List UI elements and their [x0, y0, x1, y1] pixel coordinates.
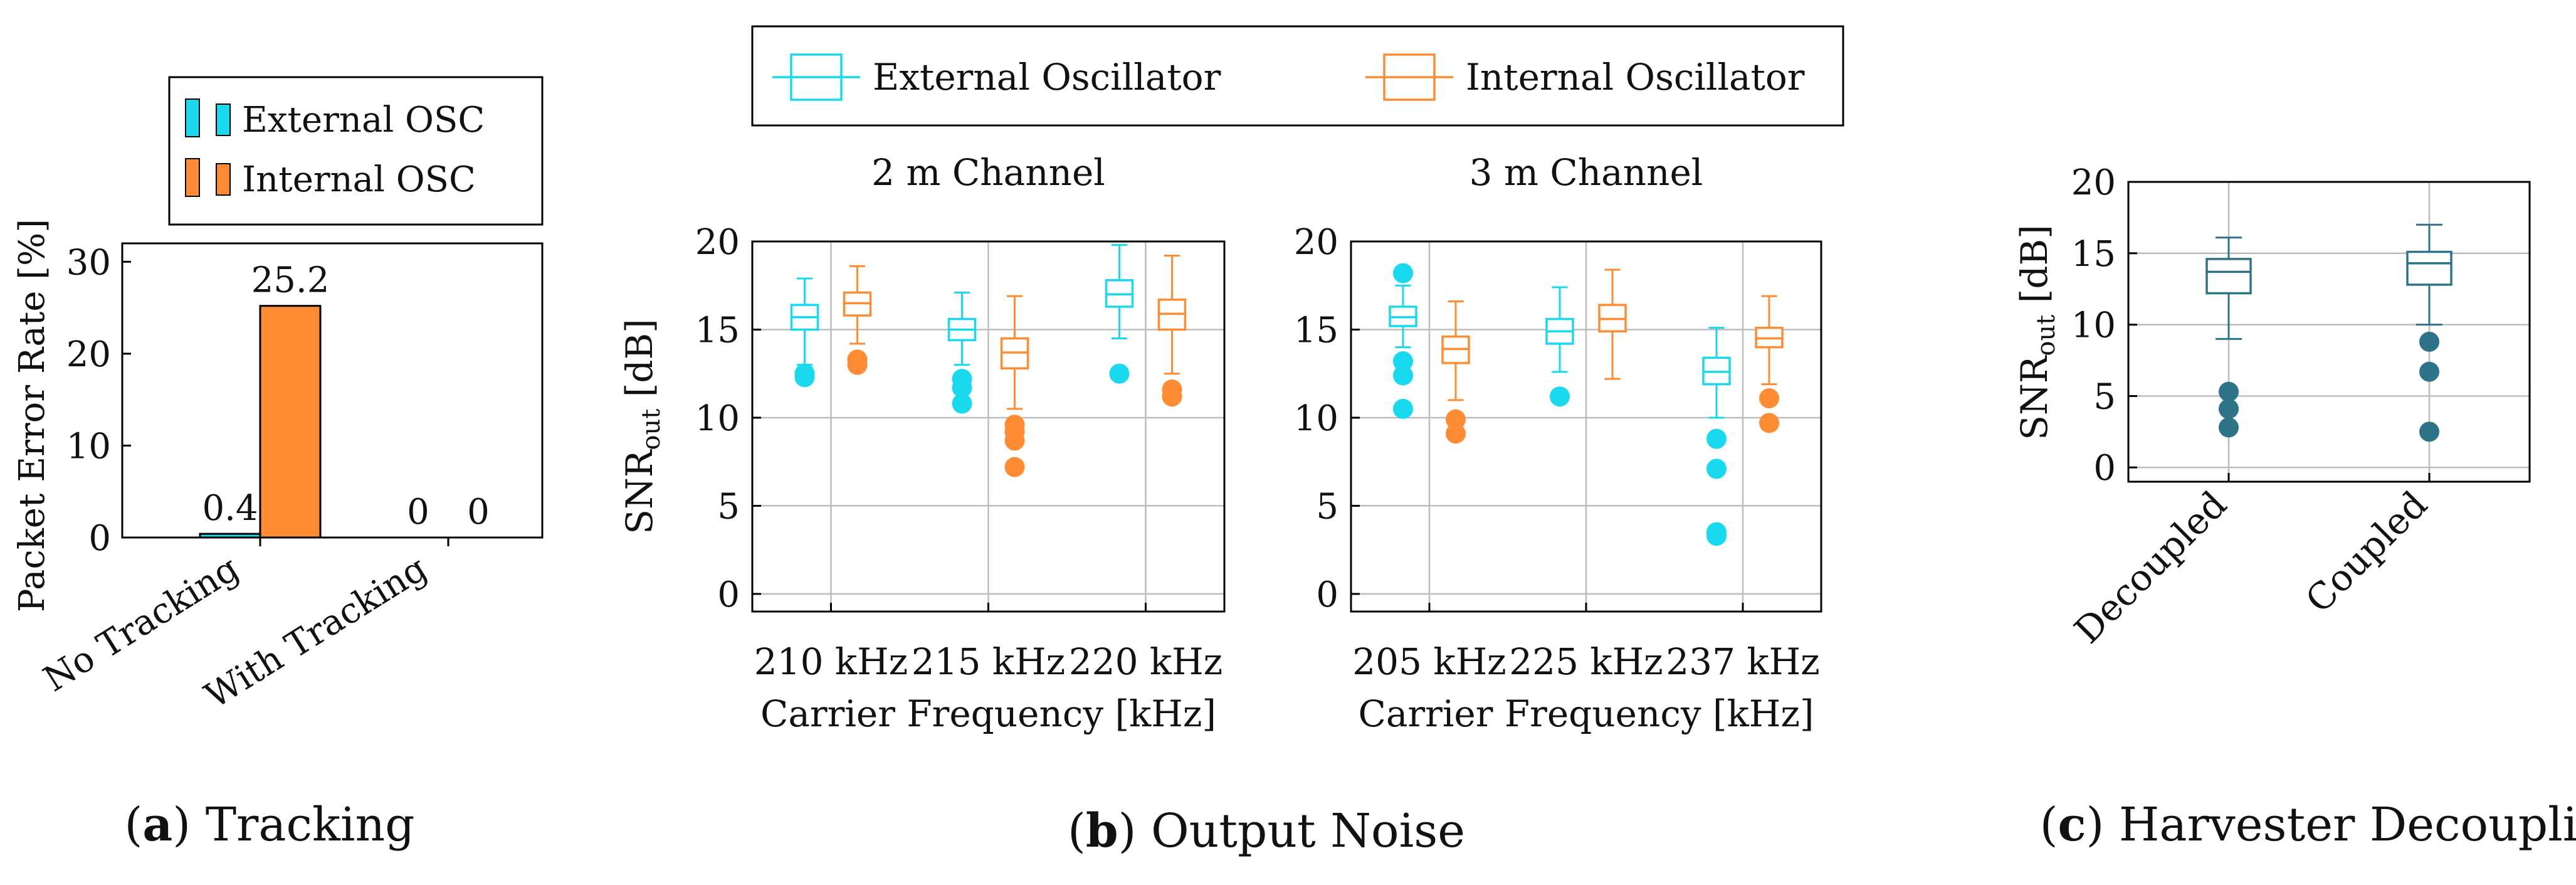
bar-data-label: 25.2	[251, 260, 330, 301]
x-tick-label: 220 kHz	[1069, 640, 1222, 683]
box-outlier	[1393, 365, 1413, 386]
box-outlier	[2419, 421, 2439, 442]
y-tick-label: 0	[717, 575, 740, 615]
y-tick-label: 10	[66, 426, 111, 467]
caption-a: (a) Tracking	[124, 798, 414, 852]
harvester-chart: 0 5 10 15 20 Decoupled Coupled	[2066, 162, 2531, 652]
y-tick-label: 20	[1294, 222, 1338, 263]
y-tick-label: 20	[695, 222, 740, 263]
y-tick-label: 10	[1294, 398, 1338, 439]
box-outlier	[1759, 388, 1779, 409]
y-tick-label: 5	[2093, 376, 2116, 417]
legend-box	[751, 25, 1844, 127]
legend-label: Internal Oscillator	[1466, 56, 1805, 98]
tracking-legend: External OSC Internal OSC	[168, 76, 544, 226]
box-outlier	[2219, 381, 2239, 402]
legend-label: Internal OSC	[242, 159, 476, 200]
box-outlier	[2219, 398, 2239, 419]
legend-label: External OSC	[242, 100, 485, 140]
legend-swatch	[216, 103, 231, 136]
bar	[259, 305, 322, 539]
y-tick-label: 15	[695, 310, 740, 351]
noise-2m-chart: 0 5 10 15 20 210 kHz 215 kHz 220 kHz 2 m Channel…	[695, 151, 1226, 735]
y-tick-label: 20	[66, 334, 111, 375]
bar-data-label: 0	[407, 492, 429, 533]
x-tick-label: Coupled	[2297, 483, 2435, 621]
box	[2406, 250, 2452, 286]
x-axis-label: Carrier Frequency [kHz]	[760, 692, 1216, 735]
x-axis-label: Carrier Frequency [kHz]	[1358, 692, 1814, 735]
y-tick-label: 5	[1316, 486, 1338, 527]
chart-title: 3 m Channel	[1469, 151, 1703, 194]
box-outlier	[1706, 458, 1727, 479]
y-tick-label: 20	[2071, 162, 2116, 203]
legend-label: External Oscillator	[873, 56, 1221, 98]
caption-c: (c) Harvester Decoupling	[2040, 798, 2576, 852]
legend-swatch	[185, 158, 200, 197]
plot-frame	[2127, 181, 2531, 483]
y-tick-label: 10	[2071, 305, 2116, 346]
box-outlier	[1004, 430, 1025, 451]
legend-swatch	[216, 163, 231, 196]
chart-title: 2 m Channel	[871, 151, 1105, 194]
box-outlier	[1706, 526, 1727, 546]
box-outlier	[952, 378, 972, 398]
box-outlier	[1393, 263, 1413, 284]
x-tick-label: 215 kHz	[912, 640, 1065, 683]
box-outlier	[1162, 386, 1182, 407]
y-tick-label: 0	[1316, 575, 1338, 615]
box-outlier	[1393, 398, 1413, 419]
y-axis-label: SNRout [dB]	[618, 319, 666, 534]
box	[2205, 258, 2252, 295]
y-tick-label: 15	[2071, 234, 2116, 275]
x-tick-label: 210 kHz	[754, 640, 908, 683]
box-outlier	[1393, 351, 1413, 372]
box-outlier	[794, 367, 815, 388]
legend-box	[168, 76, 544, 226]
y-tick-label: 5	[717, 486, 740, 527]
box-outlier	[2419, 361, 2439, 382]
box-outlier	[1446, 423, 1466, 444]
noise-3m-chart: 0 5 10 15 20 205 kHz 225 kHz 237 kHz 3 m Channel…	[1294, 151, 1822, 735]
box-outlier	[847, 354, 868, 375]
box-outlier	[1706, 428, 1727, 449]
y-tick-label: 10	[695, 398, 740, 439]
box-outlier	[1550, 386, 1570, 407]
y-tick-label: 15	[1294, 310, 1338, 351]
bar-data-label: 0.4	[202, 488, 258, 529]
y-axis-label: SNRout [dB]	[2013, 225, 2061, 440]
box-outlier	[1759, 413, 1779, 433]
y-tick-label: 0	[88, 518, 111, 559]
x-tick-label: 205 kHz	[1352, 640, 1506, 683]
x-tick-label: 225 kHz	[1509, 640, 1663, 683]
box-outlier	[2419, 331, 2439, 352]
y-tick-label: 30	[66, 242, 111, 283]
x-tick-label: 237 kHz	[1666, 640, 1819, 683]
legend-swatch	[185, 98, 200, 137]
box-outlier	[2219, 417, 2239, 438]
y-tick-label: 0	[2093, 448, 2116, 489]
box-outlier	[952, 393, 972, 414]
plot-frame	[121, 242, 544, 539]
y-axis-label: Packet Error Rate [%]	[12, 219, 53, 612]
caption-b: (b) Output Noise	[1068, 804, 1465, 858]
noise-legend: External Oscillator Internal Oscillator	[751, 25, 1844, 127]
box-outlier	[1446, 409, 1466, 430]
bar	[199, 533, 261, 539]
bar-data-label: 0	[467, 492, 490, 533]
box-outlier	[1109, 363, 1130, 384]
box-outlier	[1004, 457, 1025, 477]
x-tick-label: Decoupled	[2066, 483, 2235, 652]
